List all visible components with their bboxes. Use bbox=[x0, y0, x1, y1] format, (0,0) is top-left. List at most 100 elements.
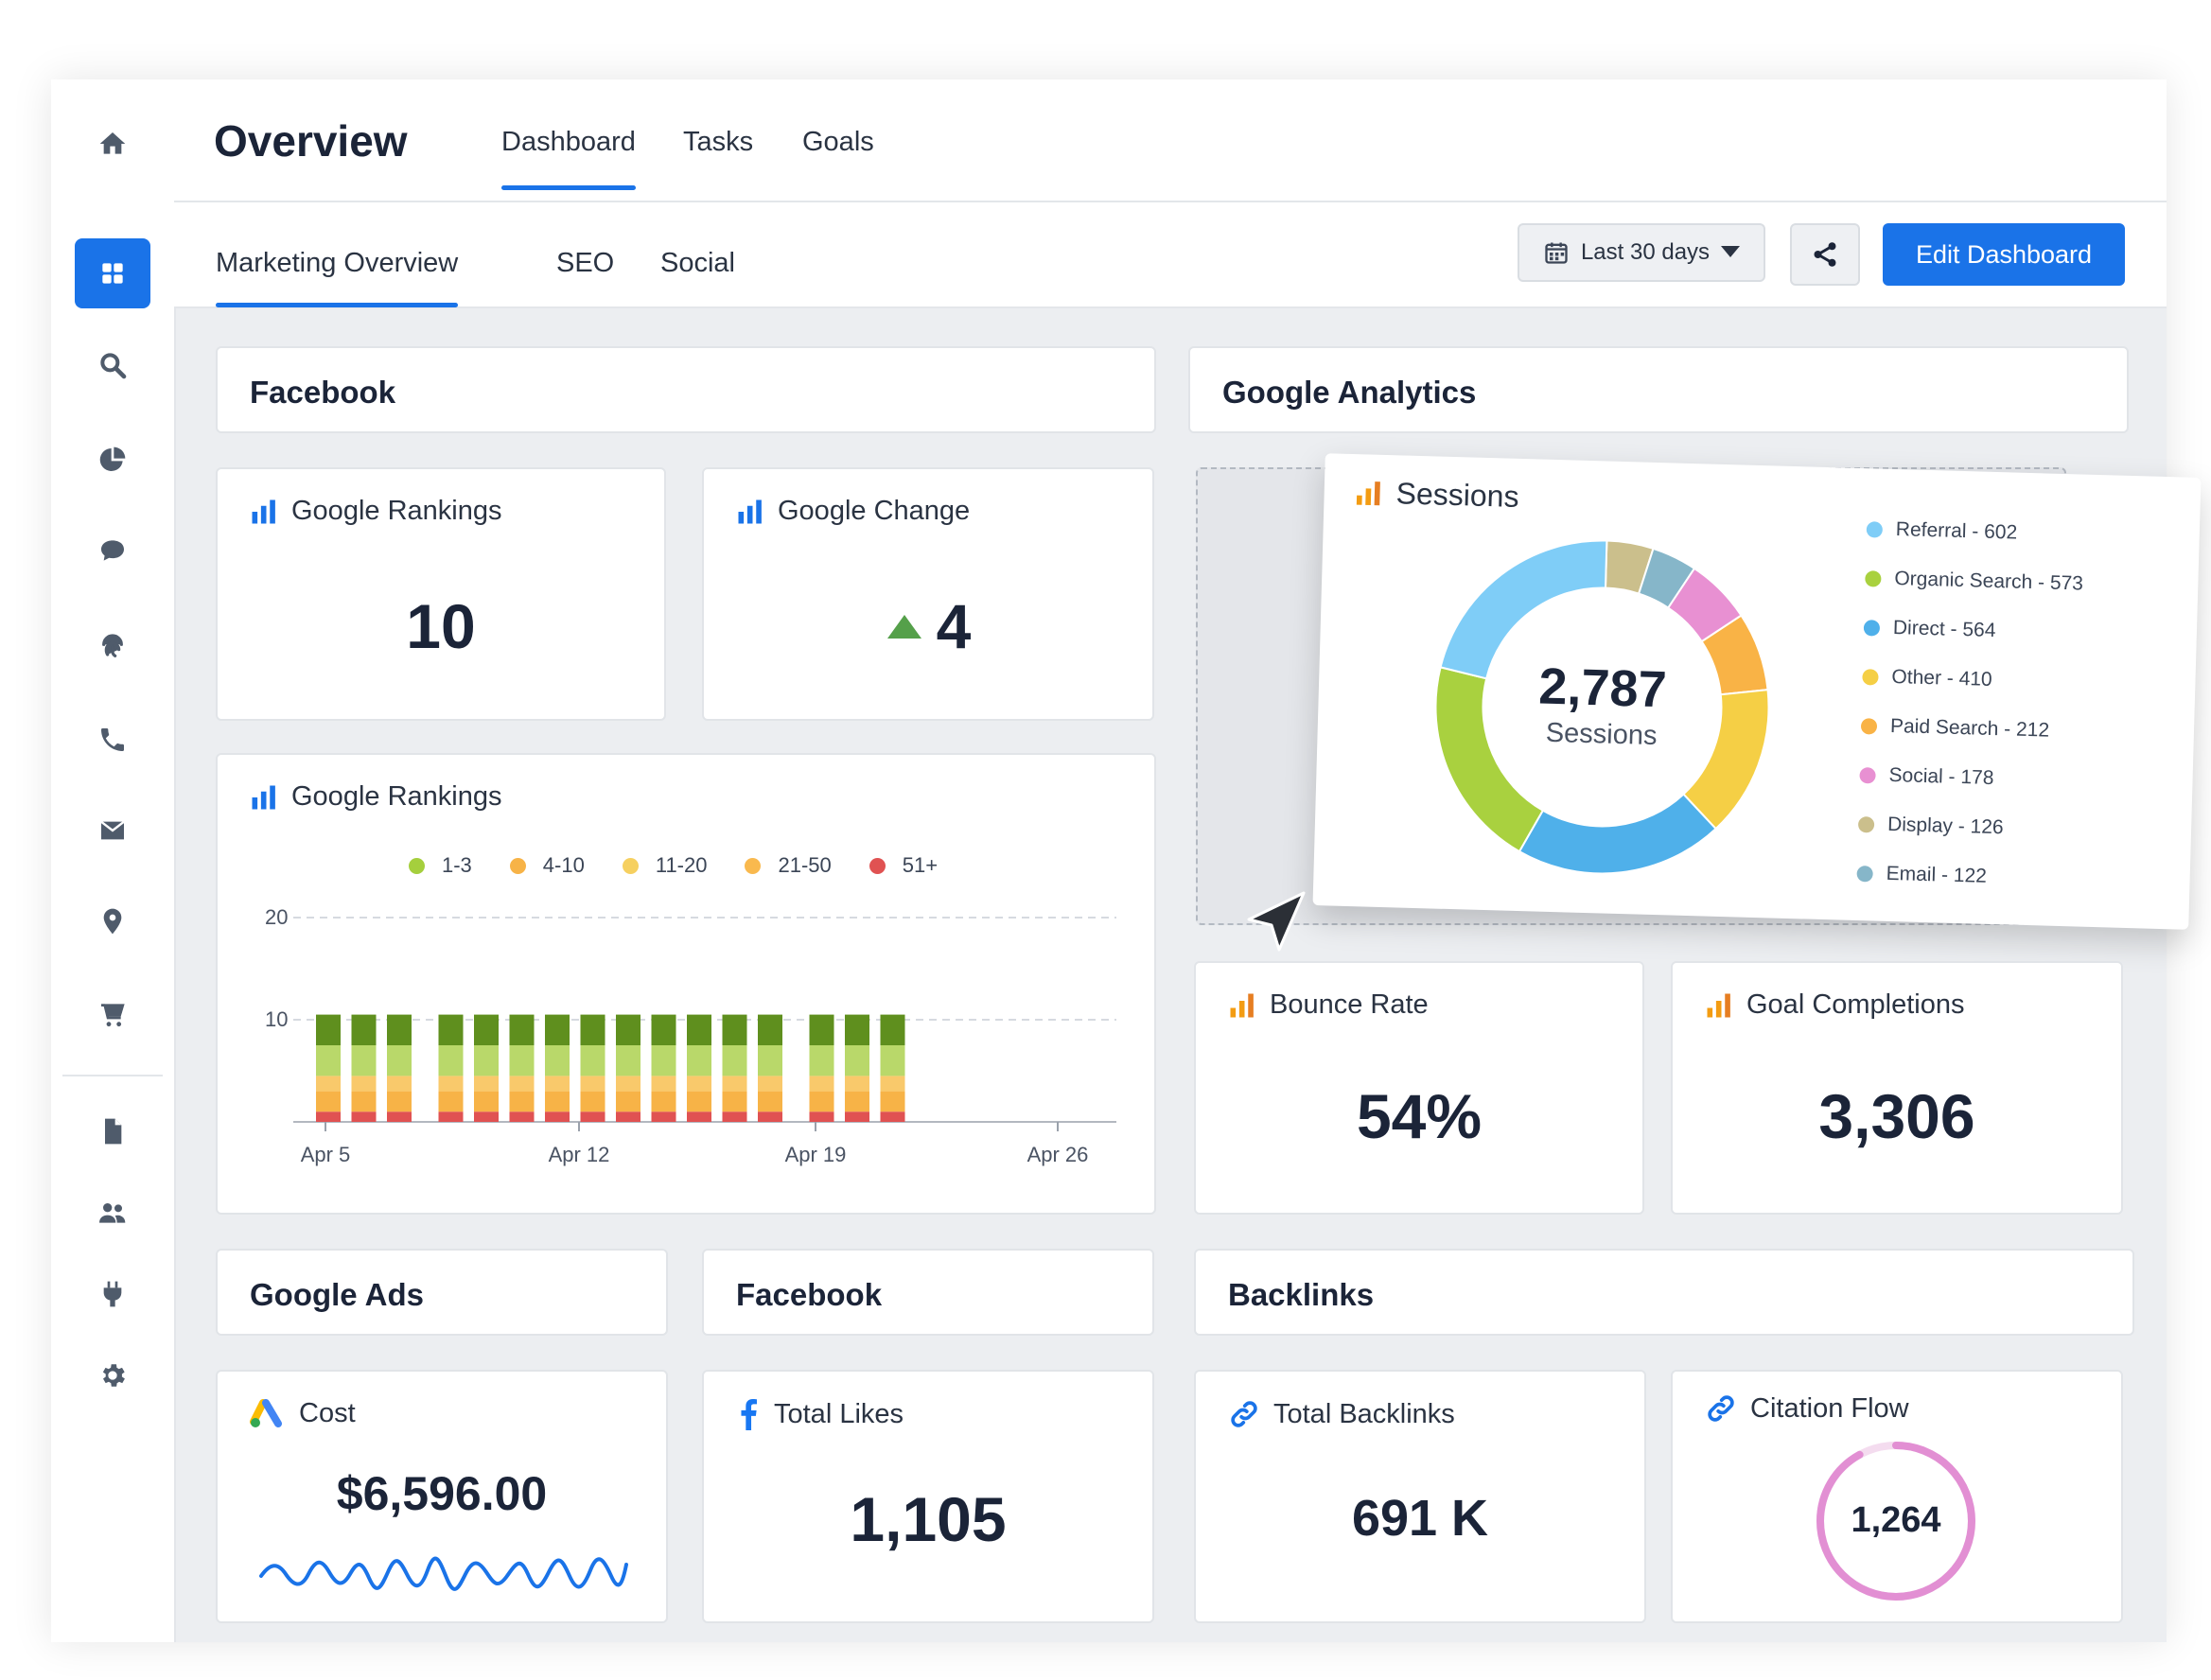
bar-segment-21-50 bbox=[438, 1091, 464, 1112]
tab-goals[interactable]: Goals bbox=[802, 127, 874, 157]
card-header: Google Change bbox=[736, 496, 970, 527]
facebook-icon bbox=[741, 1398, 757, 1430]
section-header-backlinks: Backlinks bbox=[1194, 1249, 2134, 1336]
sessions-total-label: Sessions bbox=[1545, 718, 1658, 751]
app-window: Overview Dashboard Tasks Goals Marketing… bbox=[51, 79, 2202, 1642]
cost-card[interactable]: Cost $6,596.00 bbox=[216, 1370, 668, 1623]
bar-segment-1-3 bbox=[509, 1014, 535, 1045]
phone-icon[interactable] bbox=[80, 708, 145, 772]
legend-label: Display - 126 bbox=[1886, 813, 2004, 839]
section-title: Backlinks bbox=[1228, 1277, 1375, 1312]
x-tick-label: Apr 26 bbox=[1027, 1143, 1089, 1166]
users-icon[interactable] bbox=[80, 1181, 145, 1245]
bar-segment-11-20 bbox=[545, 1076, 570, 1092]
bar-segment-11-20 bbox=[438, 1076, 464, 1092]
cart-icon[interactable] bbox=[80, 982, 145, 1046]
goal-completions-value: 3,306 bbox=[1818, 1081, 1975, 1151]
subtab-seo[interactable]: SEO bbox=[556, 248, 615, 278]
google-rankings-card[interactable]: Google Rankings 10 bbox=[216, 467, 666, 721]
chat-icon[interactable] bbox=[80, 518, 145, 583]
card-header: Citation Flow bbox=[1705, 1392, 1909, 1425]
legend-label: Organic Search - 573 bbox=[1894, 568, 2084, 595]
bar-chart-icon bbox=[252, 785, 275, 809]
edit-dashboard-button[interactable]: Edit Dashboard bbox=[1883, 223, 2125, 286]
bar-segment-21-50 bbox=[880, 1091, 905, 1112]
legend-item: Social - 178 bbox=[1859, 763, 1994, 790]
mail-icon[interactable] bbox=[80, 798, 145, 863]
date-range-dropdown[interactable]: Last 30 days bbox=[1518, 223, 1765, 282]
google-change-card[interactable]: Google Change 4 bbox=[702, 467, 1154, 721]
bar-segment-21-50 bbox=[545, 1091, 570, 1112]
dashboard-icon[interactable] bbox=[75, 238, 150, 308]
citation-flow-value: 1,264 bbox=[1851, 1500, 1940, 1540]
pie-chart-icon[interactable] bbox=[80, 428, 145, 492]
section-header-facebook: Facebook bbox=[216, 346, 1156, 433]
drag-cursor-icon bbox=[1247, 891, 1306, 952]
card-title: Citation Flow bbox=[1750, 1392, 1909, 1424]
document-icon[interactable] bbox=[80, 1099, 145, 1164]
bar-segment-11-20 bbox=[580, 1076, 605, 1092]
bars-group bbox=[316, 1014, 1059, 1131]
google-rankings-bar-chart: 20 10 Apr 5 Apr 12 Apr 19 Apr 26 bbox=[265, 905, 1116, 1166]
bar-segment-11-20 bbox=[809, 1076, 834, 1092]
legend-label: Paid Search - 212 bbox=[1889, 714, 2050, 742]
bar-segment-11-20 bbox=[474, 1076, 499, 1092]
card-header: Total Likes bbox=[736, 1398, 904, 1430]
home-icon[interactable] bbox=[80, 112, 145, 176]
link-icon bbox=[1708, 1395, 1734, 1422]
legend-label: Email - 122 bbox=[1886, 862, 1988, 887]
bar-segment-51+ bbox=[687, 1111, 711, 1122]
bar-segment-51+ bbox=[387, 1111, 412, 1122]
bar-segment-21-50 bbox=[616, 1091, 640, 1112]
bar-segment-4-10 bbox=[316, 1045, 341, 1076]
total-backlinks-card[interactable]: Total Backlinks 691 K bbox=[1194, 1370, 1646, 1623]
share-button[interactable] bbox=[1790, 223, 1860, 286]
legend-label: 4-10 bbox=[542, 853, 585, 877]
fingerprint-icon[interactable] bbox=[80, 615, 145, 679]
tab-dashboard[interactable]: Dashboard bbox=[501, 127, 636, 190]
card-title: Goal Completions bbox=[1746, 989, 1965, 1020]
bar-segment-4-10 bbox=[438, 1045, 464, 1076]
bounce-rate-card[interactable]: Bounce Rate 54% bbox=[1194, 961, 1644, 1215]
bar-segment-1-3 bbox=[809, 1014, 834, 1045]
subtab-social[interactable]: Social bbox=[660, 248, 735, 278]
google-ads-icon bbox=[250, 1398, 282, 1427]
bar-segment-51+ bbox=[316, 1111, 341, 1122]
card-title: Total Backlinks bbox=[1273, 1398, 1455, 1429]
tab-tasks[interactable]: Tasks bbox=[683, 127, 754, 157]
settings-gear-icon[interactable] bbox=[80, 1343, 145, 1408]
citation-flow-card[interactable]: Citation Flow 1,264 bbox=[1671, 1370, 2123, 1623]
google-rankings-chart-card[interactable]: Google Rankings 1-3 4-10 11-20 21-50 51+… bbox=[216, 753, 1156, 1215]
sub-bar: Marketing Overview SEO Social Last 30 da… bbox=[174, 202, 2167, 308]
bar-segment-21-50 bbox=[651, 1091, 676, 1112]
bar-segment-1-3 bbox=[616, 1014, 640, 1045]
section-title: Google Ads bbox=[250, 1277, 424, 1312]
sessions-card[interactable]: Sessions 2,787 Sessions Referral - 602 O… bbox=[1312, 453, 2202, 930]
search-icon[interactable] bbox=[80, 333, 145, 397]
subtab-marketing-overview[interactable]: Marketing Overview bbox=[216, 248, 459, 307]
donut-slice-direct bbox=[1518, 793, 1717, 875]
bar-segment-11-20 bbox=[316, 1076, 341, 1092]
section-header-google-ads: Google Ads bbox=[216, 1249, 668, 1336]
page-title: Overview bbox=[214, 116, 408, 166]
section-title: Facebook bbox=[250, 375, 396, 410]
caret-down-icon bbox=[1721, 246, 1741, 257]
x-tick-label: Apr 19 bbox=[785, 1143, 847, 1166]
bar-segment-1-3 bbox=[845, 1014, 869, 1045]
total-likes-card[interactable]: Total Likes 1,105 bbox=[702, 1370, 1154, 1623]
sessions-legend: Referral - 602 Organic Search - 573 Dire… bbox=[1325, 453, 2202, 887]
card-header: Total Backlinks bbox=[1228, 1398, 1455, 1430]
card-header: Goal Completions bbox=[1705, 989, 1965, 1021]
bar-segment-1-3 bbox=[351, 1014, 377, 1045]
goal-completions-card[interactable]: Goal Completions 3,306 bbox=[1671, 961, 2123, 1215]
legend-dot bbox=[1862, 668, 1879, 686]
bar-segment-1-3 bbox=[438, 1014, 464, 1045]
date-range-label: Last 30 days bbox=[1580, 239, 1711, 265]
location-pin-icon[interactable] bbox=[80, 889, 145, 954]
bar-segment-4-10 bbox=[509, 1045, 535, 1076]
card-header: Google Rankings bbox=[250, 781, 501, 813]
bar-segment-4-10 bbox=[687, 1045, 711, 1076]
legend-dot bbox=[409, 857, 425, 874]
bar-segment-11-20 bbox=[758, 1076, 782, 1092]
plug-icon[interactable] bbox=[80, 1262, 145, 1326]
